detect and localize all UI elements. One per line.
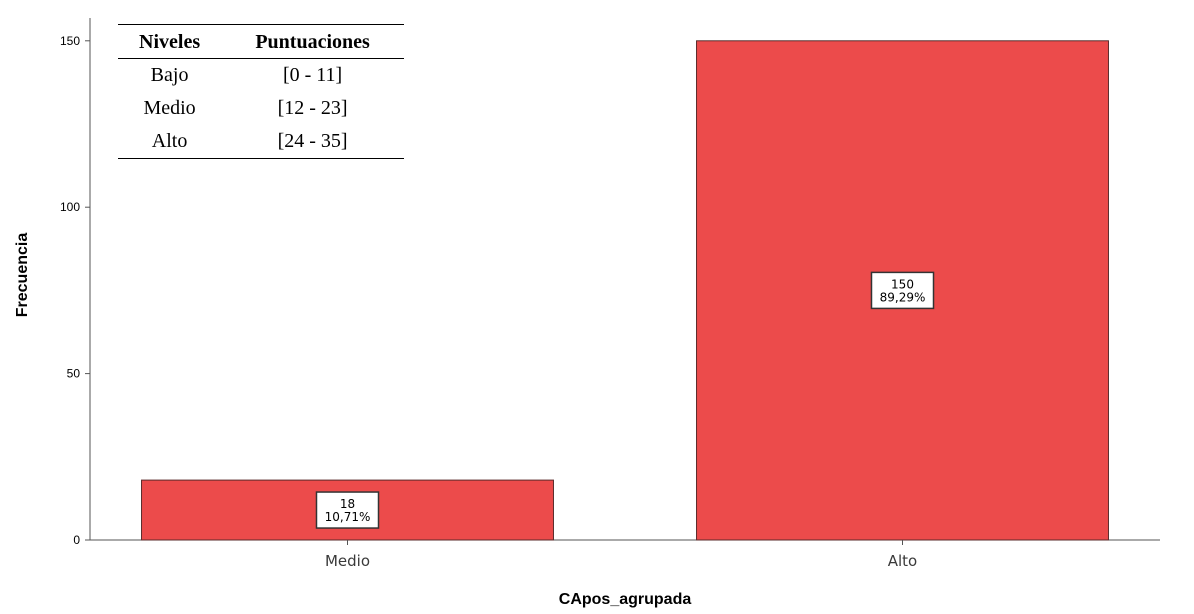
level-range: [24 - 35] bbox=[221, 125, 404, 159]
level-range: [12 - 23] bbox=[277, 96, 348, 119]
data-label-count: 18 bbox=[340, 497, 355, 511]
levels-header-niveles: Niveles bbox=[118, 24, 222, 59]
levels-table-row: Bajo [0 - 11] bbox=[118, 59, 404, 93]
y-tick-label: 150 bbox=[60, 34, 80, 48]
levels-table-header-row: Niveles Puntuaciones bbox=[118, 24, 404, 59]
levels-table-row: Alto [24 - 35] bbox=[118, 125, 404, 159]
level-name: Medio bbox=[143, 96, 196, 119]
level-name: Bajo bbox=[150, 63, 189, 86]
y-tick-label: 50 bbox=[67, 367, 81, 381]
data-label-count: 150 bbox=[891, 277, 914, 291]
data-label-percent: 10,71% bbox=[325, 510, 371, 524]
levels-header-puntuaciones: Puntuaciones bbox=[221, 24, 404, 59]
x-axis-title: CApos_agrupada bbox=[559, 591, 692, 608]
level-range: [0 - 11] bbox=[282, 63, 343, 86]
data-label-box bbox=[315, 491, 380, 529]
y-tick-label: 100 bbox=[60, 200, 80, 214]
levels-table-row: Medio [12 - 23] bbox=[118, 92, 404, 125]
x-axis-categories: Medio Alto bbox=[325, 540, 917, 570]
level-name: Alto bbox=[118, 125, 222, 159]
levels-table: Niveles Puntuaciones Bajo [0 - 11] Medio… bbox=[118, 24, 404, 159]
y-axis-ticks: 0 50 100 150 bbox=[60, 34, 90, 547]
x-category-label: Alto bbox=[888, 552, 918, 570]
y-axis-title: Frecuencia bbox=[14, 233, 31, 318]
data-label-box bbox=[870, 271, 935, 310]
y-tick-label: 0 bbox=[73, 533, 80, 547]
x-category-label: Medio bbox=[325, 552, 370, 570]
data-label-percent: 89,29% bbox=[880, 290, 926, 304]
